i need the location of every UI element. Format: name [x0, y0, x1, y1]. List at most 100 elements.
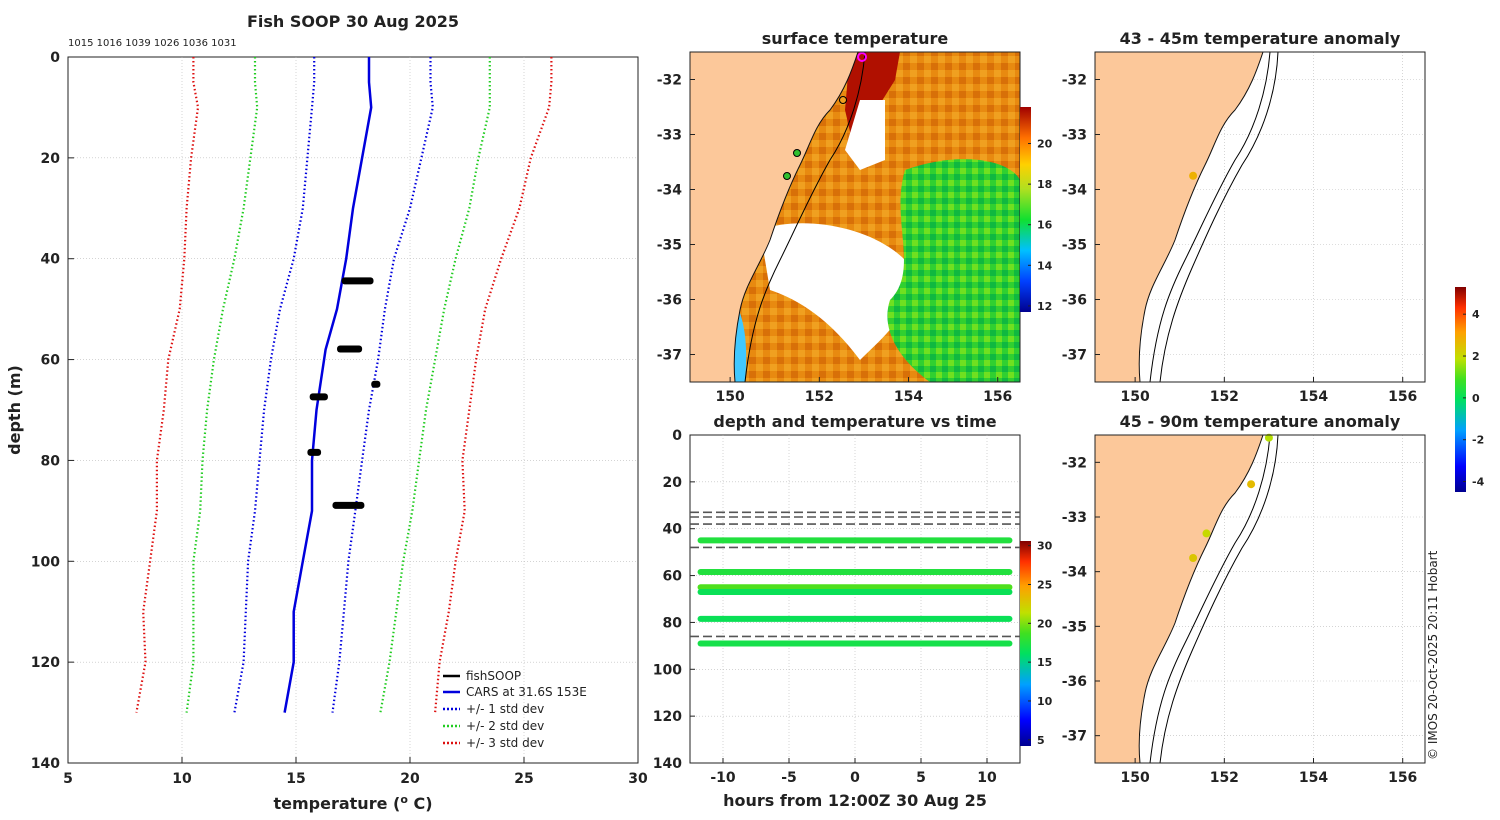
an-cb-label-2: 2	[1472, 350, 1480, 363]
profile-ytick-140: 140	[31, 756, 60, 772]
dt-cb-label-10: 10	[1037, 695, 1053, 708]
anomaly-43-land	[1095, 52, 1264, 382]
sst-lat--35: -35	[657, 238, 682, 254]
depth-time-colorbar	[1020, 541, 1031, 746]
sst-colorbar-ticks: 12 14 16 18 20	[1028, 138, 1053, 313]
a1-lat--35: -35	[1062, 238, 1087, 254]
xlabel-sup: o	[400, 793, 408, 806]
profile-legend: fishSOOP CARS at 31.6S 153E +/- 1 std de…	[443, 669, 587, 750]
an-cb-label-4: 4	[1472, 308, 1480, 321]
depth-time-xlabel: hours from 12:00Z 30 Aug 25	[723, 791, 987, 810]
a1-lon-156: 156	[1388, 389, 1417, 405]
a1-lon-154: 154	[1299, 389, 1328, 405]
anomaly-43-title: 43 - 45m temperature anomaly	[1120, 29, 1401, 48]
sst-cool-water	[887, 159, 1020, 382]
dt-cb-label-25: 25	[1037, 578, 1052, 591]
credit-text: © IMOS 20-Oct-2025 20:11 Hobart	[1426, 550, 1440, 760]
sst-cloud-1	[845, 100, 885, 170]
anomaly-45-title: 45 - 90m temperature anomaly	[1120, 412, 1401, 431]
profile-y-ticks: 0 20 40 60 80 100 120 140	[31, 50, 74, 772]
legend-label-fishsoop: fishSOOP	[466, 669, 521, 683]
profile-xtick-5: 5	[63, 771, 73, 787]
legend-label-2std: +/- 2 std dev	[466, 719, 544, 733]
depth-time-panel: depth and temperature vs time -10 -5 0 5 100…	[653, 412, 1053, 810]
dt-cb-label-30: 30	[1037, 540, 1053, 553]
anomaly-45-panel: 45 - 90m temperature anomaly -32 -33 -34 -3…	[1062, 412, 1426, 786]
anomaly-43-isobath-outer	[1159, 52, 1279, 382]
an-cb-label--4: -4	[1472, 476, 1485, 489]
a2-lat--34: -34	[1062, 565, 1088, 581]
a1-lat--37: -37	[1062, 348, 1087, 364]
depth-time-axes-box	[689, 434, 1021, 764]
anomaly-43-points	[1189, 171, 1198, 180]
profile-xtick-20: 20	[400, 771, 420, 787]
a2-lat--32: -32	[1062, 455, 1087, 471]
legend-label-3std: +/- 3 std dev	[466, 736, 544, 750]
profile-ytick-60: 60	[41, 353, 61, 369]
xlabel-pre: temperature (	[273, 794, 400, 813]
sst-lon-154: 154	[894, 389, 923, 405]
fishsoop-cluster-2	[371, 380, 381, 388]
profile-ytick-120: 120	[31, 655, 60, 671]
sst-cb-label-12: 12	[1037, 300, 1052, 313]
dt-cb-label-15: 15	[1037, 656, 1052, 669]
a1-lat--33: -33	[1062, 128, 1087, 144]
sst-map-panel: surface temperature -32 -33 -34 -35 -36 -37 15…	[657, 29, 1053, 405]
sst-cb-label-16: 16	[1037, 219, 1053, 232]
sst-lat--32: -32	[657, 73, 682, 89]
a2-lat--37: -37	[1062, 729, 1087, 745]
a1-lat--32: -32	[1062, 73, 1087, 89]
profile-panel: 5 10 15 20 25 30 0 20 40 60 80 100 120 140 Fish SOOP…	[5, 12, 648, 813]
profile-xtick-15: 15	[286, 771, 305, 787]
depth-time-grid	[690, 435, 1020, 763]
profile-top-numbers: 1015 1016 1039 1026 1036 1031	[68, 38, 237, 49]
dt-ytick-100: 100	[653, 662, 682, 678]
legend-label-cars: CARS at 31.6S 153E	[466, 685, 587, 699]
profile-line-6	[434, 57, 553, 713]
sst-cb-label-18: 18	[1037, 178, 1052, 191]
dt-xtick--5: -5	[781, 770, 797, 786]
sst-cloud-2	[760, 223, 912, 360]
anomaly-colorbar	[1455, 287, 1466, 492]
sst-image	[690, 52, 1020, 382]
fishsoop-cluster-1	[337, 345, 363, 353]
profile-xtick-10: 10	[172, 771, 192, 787]
profile-ytick-40: 40	[41, 252, 61, 268]
profile-line-0	[283, 57, 373, 713]
profile-xlabel: temperature (o C)	[273, 793, 432, 813]
dt-ytick-40: 40	[663, 522, 683, 538]
depth-time-tracks	[697, 537, 1013, 647]
anomaly-45-point-1	[1247, 480, 1256, 489]
sst-marker-latest	[857, 52, 867, 62]
profile-ytick-20: 20	[41, 151, 61, 167]
profile-grid	[68, 57, 638, 763]
sst-isobath	[744, 52, 866, 382]
dt-ytick-140: 140	[653, 756, 682, 772]
a2-lon-154: 154	[1299, 770, 1328, 786]
sst-colorbar	[1020, 107, 1031, 312]
a2-lat--35: -35	[1062, 619, 1087, 635]
a2-lat--33: -33	[1062, 510, 1087, 526]
anomaly-45-isobath-inner	[1149, 435, 1271, 763]
a1-lon-152: 152	[1210, 389, 1239, 405]
sst-marker-4	[783, 172, 791, 180]
sst-ticks: -32 -33 -34 -35 -36 -37 150 152 154 156	[657, 73, 1013, 406]
sst-lat--33: -33	[657, 128, 682, 144]
anomaly-45-isobath-outer	[1159, 435, 1279, 763]
sst-cb-label-20: 20	[1037, 138, 1053, 151]
dt-cb-label-20: 20	[1037, 617, 1053, 630]
anomaly-45-point-2	[1202, 529, 1211, 538]
a1-lon-150: 150	[1121, 389, 1150, 405]
sst-lon-150: 150	[716, 389, 745, 405]
sst-marker-2	[839, 96, 847, 104]
anomaly-45-land	[1095, 435, 1264, 763]
profile-ytick-0: 0	[50, 50, 60, 66]
a2-lon-152: 152	[1210, 770, 1239, 786]
anomaly-45-map	[1095, 435, 1279, 763]
sst-lon-152: 152	[805, 389, 834, 405]
a2-lon-150: 150	[1121, 770, 1150, 786]
profile-xtick-25: 25	[514, 771, 533, 787]
sst-cb-label-14: 14	[1037, 259, 1053, 272]
profile-line-4	[379, 57, 491, 713]
sst-lat--37: -37	[657, 348, 682, 364]
